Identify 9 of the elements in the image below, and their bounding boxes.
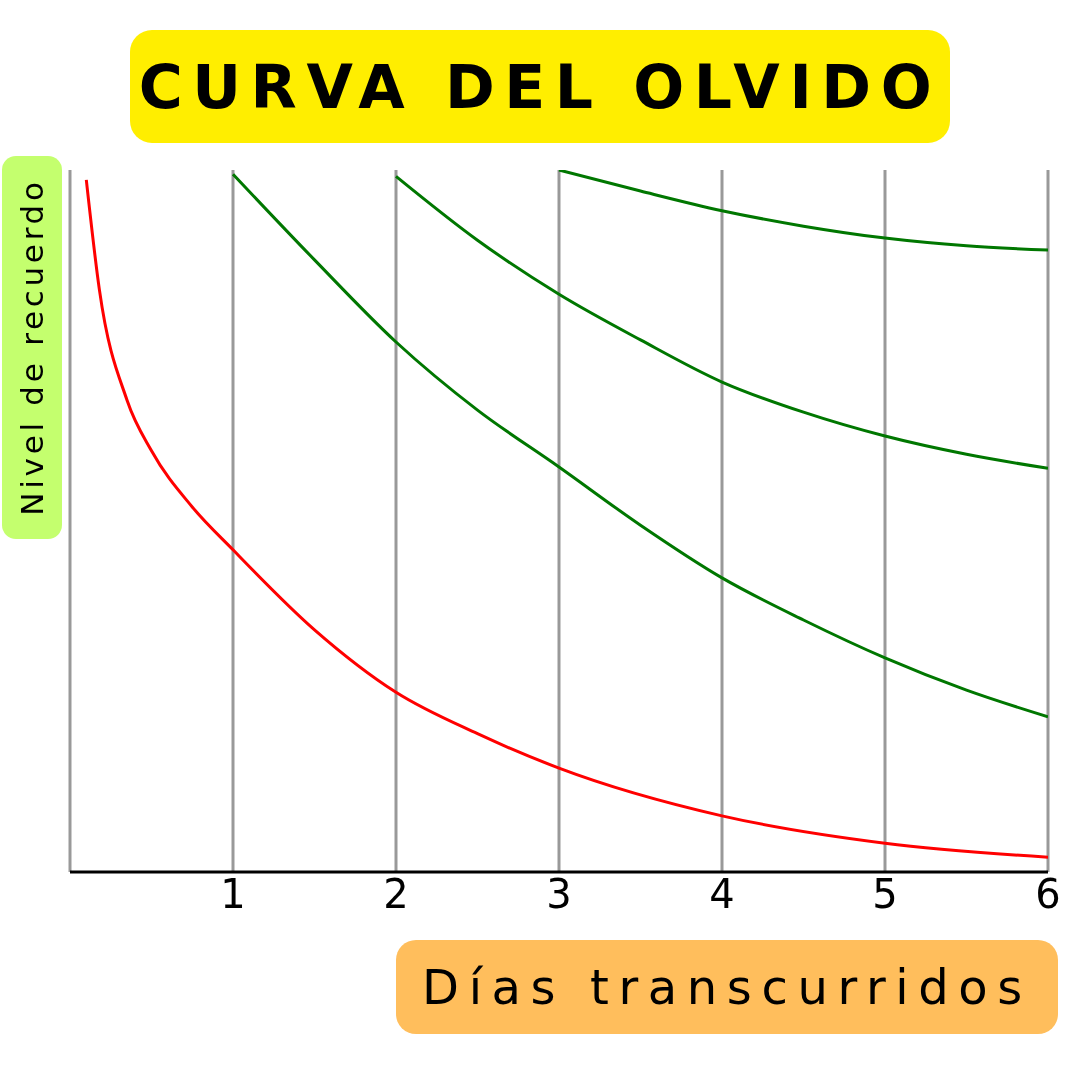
x-tick-label: 5 — [872, 871, 898, 918]
y-axis-title: Nivel de recuerdo — [14, 178, 50, 516]
x-tick-label: 2 — [383, 871, 409, 918]
x-tick-label: 6 — [1035, 871, 1061, 918]
chart-title: CURVA DEL OLVIDO — [130, 30, 950, 143]
x-tick-label: 1 — [220, 871, 246, 918]
x-tick-label: 4 — [709, 871, 735, 918]
x-tick-label: 3 — [546, 871, 572, 918]
x-axis-title: Días transcurridos — [396, 940, 1058, 1034]
